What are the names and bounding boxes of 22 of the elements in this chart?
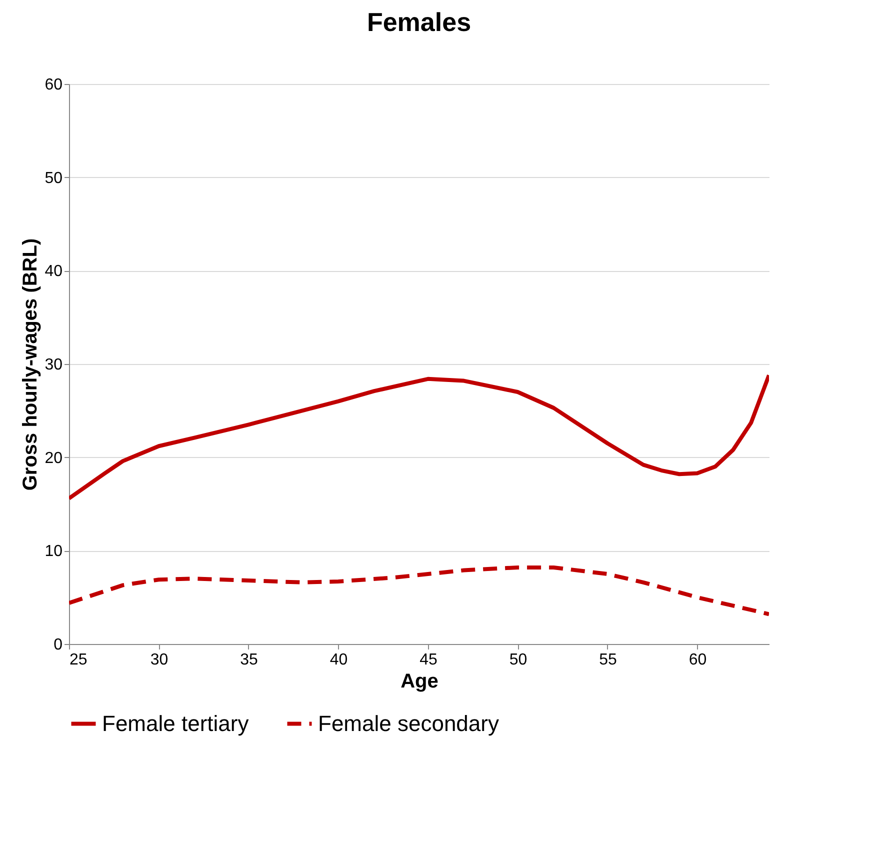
y-tick-label: 10 <box>44 543 63 560</box>
x-tick-label: 40 <box>330 652 348 668</box>
y-tick-label: 60 <box>44 76 63 94</box>
line-series <box>69 565 769 616</box>
y-tick-label: 20 <box>44 450 63 467</box>
y-axis-title: Gross hourly-wages (BRL) <box>20 238 42 491</box>
y-tick-label: 30 <box>44 356 63 374</box>
x-tick-label: 55 <box>599 652 617 668</box>
legend-label: Female secondary <box>318 710 499 736</box>
x-tick-label: 60 <box>688 652 707 668</box>
y-tick-label: 50 <box>44 170 63 187</box>
legend-label: Female tertiary <box>102 710 249 736</box>
y-tick-label: 0 <box>54 636 63 654</box>
x-tick-label: 25 <box>70 652 88 668</box>
x-tick-label: 35 <box>240 652 258 668</box>
line-series <box>69 373 769 500</box>
x-tick-label: 30 <box>150 652 168 668</box>
x-axis-title: Age <box>400 670 438 692</box>
x-tick-label: 45 <box>420 652 438 668</box>
chart-title: Females <box>366 7 472 37</box>
x-tick-label: 50 <box>509 652 528 668</box>
y-tick-label: 40 <box>44 263 63 280</box>
